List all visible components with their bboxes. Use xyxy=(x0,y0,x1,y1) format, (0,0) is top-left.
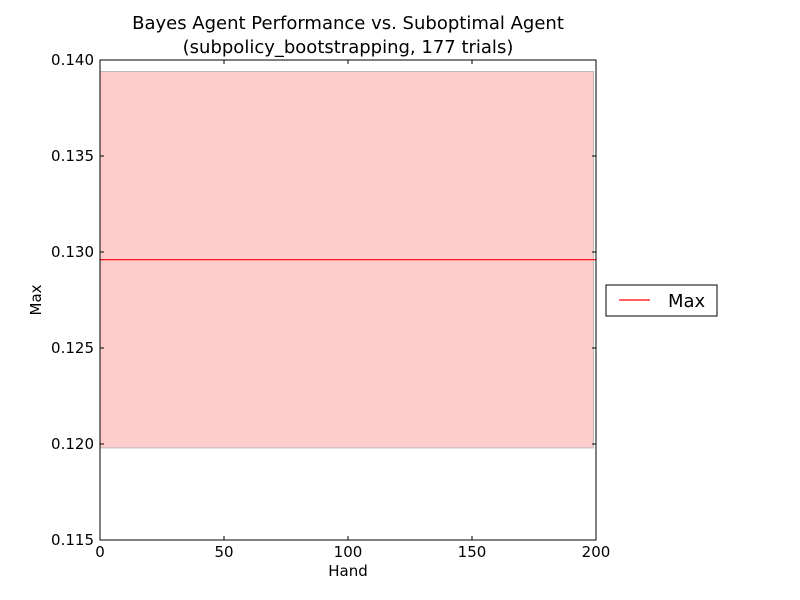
chart-subtitle: (subpolicy_bootstrapping, 177 trials) xyxy=(183,37,514,58)
y-tick-label: 0.140 xyxy=(51,51,94,69)
chart-title: Bayes Agent Performance vs. Suboptimal A… xyxy=(132,13,564,34)
x-tick-label: 200 xyxy=(582,543,611,561)
x-tick-label: 150 xyxy=(458,543,487,561)
x-tick-label: 100 xyxy=(334,543,363,561)
y-tick-label: 0.115 xyxy=(51,531,94,549)
x-tick-label: 50 xyxy=(214,543,233,561)
y-tick-label: 0.130 xyxy=(51,243,94,261)
x-axis-label: Hand xyxy=(328,562,368,580)
y-tick-label: 0.120 xyxy=(51,435,94,453)
y-tick-label: 0.135 xyxy=(51,147,94,165)
plot-area: 0 50 100 150 200 0.115 0.120 0.125 0.130 0.135 0.1… xyxy=(51,51,610,561)
y-tick-label: 0.125 xyxy=(51,339,94,357)
legend-label-max: Max xyxy=(668,291,706,312)
x-tick-label: 0 xyxy=(95,543,105,561)
y-axis-label: Max xyxy=(27,284,45,315)
legend: Max xyxy=(605,284,718,317)
